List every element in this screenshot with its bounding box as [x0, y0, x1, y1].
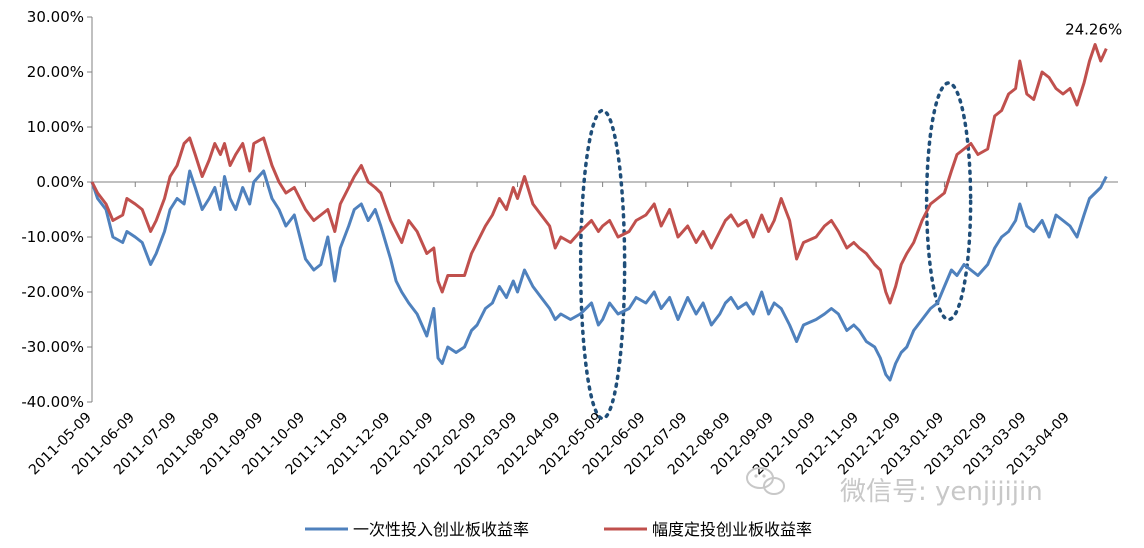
series-line-0: [90, 169, 1108, 382]
y-tick-label: 30.00%: [27, 8, 84, 26]
highlight-ellipses: [578, 81, 973, 421]
y-tick-label: -10.00%: [21, 228, 84, 246]
highlight-ellipse-1: [924, 81, 973, 322]
wechat-icon: [746, 467, 785, 495]
y-axis-ticks: 30.00% 20.00% 10.00% 0.00% -10.00% -20.00% -30…: [21, 8, 92, 411]
watermark: 微信号: yenjijijin: [746, 467, 1043, 507]
legend: 一次性投入创业板收益率 幅度定投创业板收益率: [305, 520, 812, 539]
series-lines: [90, 43, 1108, 382]
y-tick-label: -20.00%: [21, 283, 84, 301]
y-tick-label: 20.00%: [27, 63, 84, 81]
legend-label-0: 一次性投入创业板收益率: [353, 520, 529, 539]
y-tick-label: 10.00%: [27, 118, 84, 136]
y-tick-label: -30.00%: [21, 338, 84, 356]
watermark-text: 微信号: yenjijijin: [840, 477, 1043, 507]
legend-label-1: 幅度定投创业板收益率: [652, 520, 812, 539]
y-tick-label: -40.00%: [21, 393, 84, 411]
highlight-ellipse-0: [578, 108, 627, 421]
y-tick-label: 0.00%: [36, 173, 84, 191]
series-line-1: [90, 43, 1108, 305]
chart-axes: [91, 17, 1118, 402]
end-value-annotation: 24.26%: [1065, 21, 1122, 39]
